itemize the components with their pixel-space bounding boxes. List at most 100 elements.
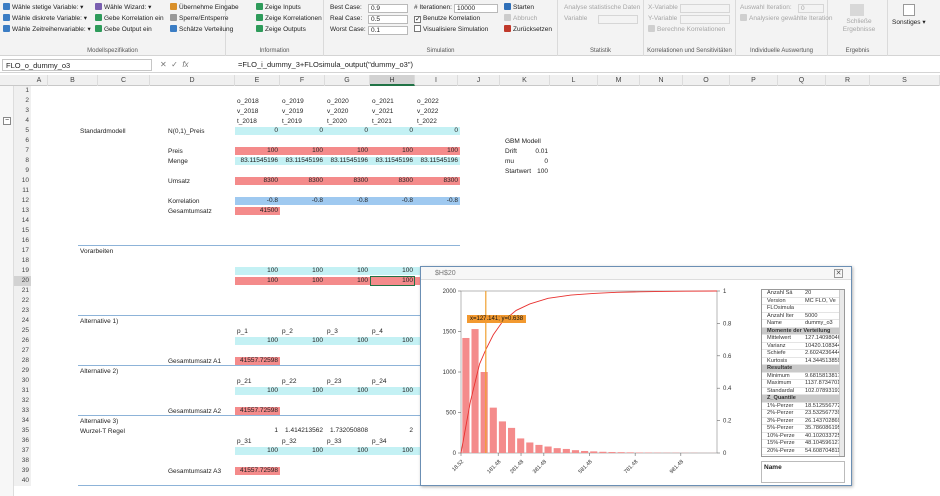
cell-value[interactable]: 100 <box>402 386 413 394</box>
benutze-korrelation-checkbox[interactable]: Benutze Korrelation <box>414 14 480 24</box>
scrollbar[interactable] <box>839 290 844 456</box>
row-header[interactable]: 16 <box>14 236 31 246</box>
fx-icon[interactable]: fx <box>182 60 189 69</box>
cell-value[interactable]: 100 <box>357 266 368 274</box>
cell-value[interactable]: 100 <box>312 446 323 454</box>
row-header[interactable]: 30 <box>14 376 31 386</box>
row-header[interactable]: 9 <box>14 166 31 176</box>
column-header-k[interactable]: K <box>500 75 550 86</box>
stat-row[interactable]: Schiefe 2.6024236444 <box>762 350 844 358</box>
stat-row[interactable]: 20%-Perze 54.608704811 <box>762 448 844 455</box>
collapse-group-icon[interactable]: − <box>3 117 11 125</box>
column-header-s[interactable]: S <box>870 75 940 86</box>
cell-value[interactable]: 0 <box>274 126 278 134</box>
best-case-input[interactable]: 0.9 <box>368 4 408 13</box>
row-header[interactable]: 17 <box>14 246 31 256</box>
row-header[interactable]: 2 <box>14 96 31 106</box>
row-header[interactable]: 29 <box>14 366 31 376</box>
cell-value[interactable]: 8300 <box>353 176 368 184</box>
cell-value[interactable]: 83.11545196 <box>330 156 368 164</box>
cell-value[interactable]: 8300 <box>263 176 278 184</box>
cell-value[interactable]: 100 <box>402 266 413 274</box>
cell-value[interactable]: 100 <box>357 446 368 454</box>
output-band[interactable] <box>235 466 280 475</box>
formula-input[interactable]: =FLO_i_dummy_3+FLOsimula_output("dummy_o… <box>238 60 413 69</box>
row-header[interactable]: 3 <box>14 106 31 116</box>
row-header[interactable]: 24 <box>14 316 31 326</box>
row-header[interactable]: 25 <box>14 326 31 336</box>
row-header[interactable]: 5 <box>14 126 31 136</box>
row-header[interactable]: 31 <box>14 386 31 396</box>
histogram-bar[interactable] <box>562 448 570 453</box>
gebe-output-button[interactable]: Gebe Output ein <box>95 25 152 35</box>
histogram-bar[interactable] <box>571 450 580 453</box>
cell-value[interactable]: 83.11545196 <box>375 156 413 164</box>
cell-value[interactable]: 100 <box>402 336 413 344</box>
row-header[interactable]: 11 <box>14 186 31 196</box>
input-band[interactable] <box>235 336 420 345</box>
auswahl-input[interactable]: 0 <box>798 4 824 13</box>
statistics-list[interactable]: Anzahl Sä 20 Version MC FLO, Ve FLOsimula Anz… <box>761 289 845 457</box>
column-header-f[interactable]: F <box>280 75 325 86</box>
cell-value[interactable]: 100 <box>267 336 278 344</box>
stat-row[interactable]: Resultate <box>762 365 844 373</box>
gebe-korrelation-button[interactable]: Gebe Korrelation ein <box>95 14 164 24</box>
input-band[interactable] <box>235 126 460 135</box>
column-header-m[interactable]: M <box>598 75 640 86</box>
cell-value[interactable]: 8300 <box>443 176 458 184</box>
row-header[interactable]: 40 <box>14 476 31 486</box>
zeige-outputs-button[interactable]: Zeige Outputs <box>256 25 306 35</box>
histogram-bar[interactable] <box>581 450 589 453</box>
histogram-bar[interactable] <box>553 448 561 453</box>
close-icon[interactable]: ✕ <box>834 269 843 278</box>
input-band[interactable] <box>235 156 460 165</box>
row-header[interactable]: 1 <box>14 86 31 96</box>
cell-value[interactable]: 8300 <box>308 176 323 184</box>
cell-value[interactable]: 100 <box>312 276 323 284</box>
cell-value[interactable]: 100 <box>357 336 368 344</box>
cell-value[interactable]: 100 <box>267 276 278 284</box>
cell-value[interactable]: 0 <box>364 126 368 134</box>
cell-value[interactable]: 100 <box>402 146 413 154</box>
stat-row[interactable]: 2%-Perzer 23.532567739 <box>762 410 844 418</box>
histogram-bar[interactable] <box>507 427 516 453</box>
name-box[interactable]: FLO_o_dummy_o3 <box>2 59 152 71</box>
input-band[interactable] <box>235 446 420 455</box>
output-band[interactable] <box>235 356 280 365</box>
analysiere-button[interactable]: Analysiere gewählte Iteration <box>740 14 832 24</box>
input-band[interactable] <box>235 386 420 395</box>
row-header[interactable]: 18 <box>14 256 31 266</box>
row-header[interactable]: 37 <box>14 446 31 456</box>
histogram-bar[interactable] <box>599 451 607 453</box>
schaetze-button[interactable]: Schätze Verteilung <box>170 25 233 35</box>
histogram-bar[interactable] <box>498 421 506 453</box>
stat-row[interactable]: Maximum 1137.8734701 <box>762 380 844 388</box>
output-band[interactable] <box>235 176 460 185</box>
cell-value[interactable]: 83.11545196 <box>420 156 458 164</box>
sperre-button[interactable]: Sperre/Entsperre <box>170 14 229 24</box>
cell-value[interactable]: 1.414213562 <box>285 426 323 434</box>
cell-value[interactable]: 100 <box>312 146 323 154</box>
column-header-l[interactable]: L <box>550 75 598 86</box>
x-variable-select[interactable] <box>680 4 730 13</box>
stat-row[interactable]: Varianz 10420.108344 <box>762 343 844 350</box>
starten-button[interactable]: Starten <box>504 3 534 13</box>
row-header[interactable]: 8 <box>14 156 31 166</box>
output-band[interactable] <box>235 146 460 155</box>
row-header[interactable]: 33 <box>14 406 31 416</box>
histogram-bar[interactable] <box>517 438 525 453</box>
column-header-a[interactable]: A <box>31 75 48 86</box>
stat-row[interactable]: FLOsimula <box>762 305 844 313</box>
histogram-bar[interactable] <box>617 452 625 453</box>
row-header[interactable]: 32 <box>14 396 31 406</box>
output-band[interactable] <box>235 206 280 215</box>
stat-row[interactable]: Standardal 102.07893193 <box>762 388 844 395</box>
correlation-band[interactable] <box>235 196 460 205</box>
cell-value[interactable]: 1.732050808 <box>330 426 368 434</box>
column-header-g[interactable]: G <box>325 75 370 86</box>
histogram-bar[interactable] <box>626 452 634 453</box>
cell-value[interactable]: 41500 <box>259 206 278 214</box>
cell-value[interactable]: 0 <box>409 126 413 134</box>
column-header-e[interactable]: E <box>235 75 280 86</box>
cell-value[interactable]: 100 <box>267 446 278 454</box>
